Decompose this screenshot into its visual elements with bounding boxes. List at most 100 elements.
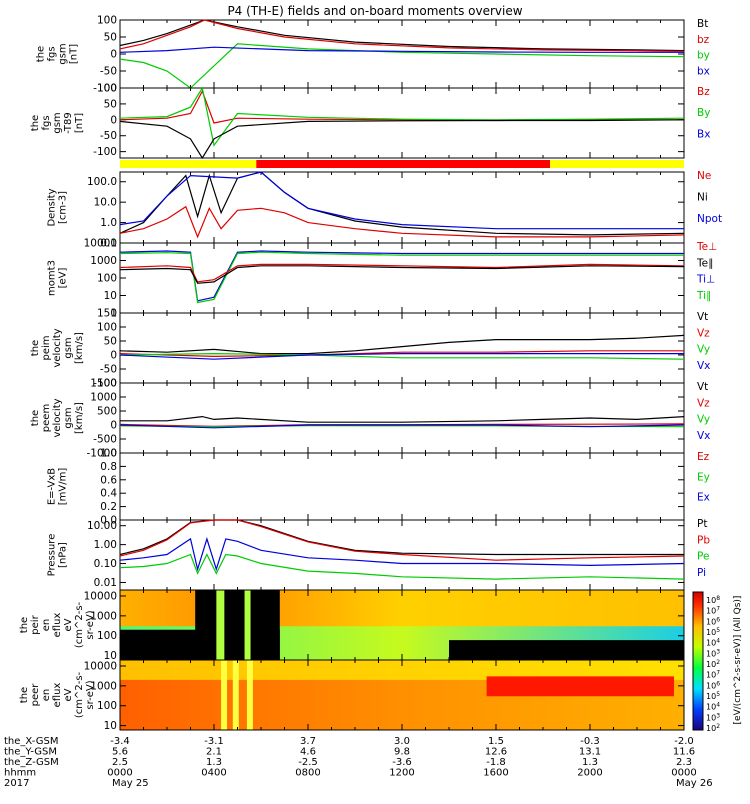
- heatmap-gap-cusp: [195, 590, 280, 660]
- status-bar: [120, 160, 684, 168]
- y-axis-label: eV: [63, 618, 74, 631]
- colorbar-tick-label: 107: [706, 606, 720, 616]
- heatmap-streak: [246, 660, 253, 730]
- y-axis-label: fgs: [47, 46, 58, 61]
- legend-entry: Pe: [697, 551, 709, 563]
- y-axis-label: [mV/m]: [58, 468, 69, 506]
- y-tick-label: 10: [104, 720, 117, 732]
- x-tick-value: 1.3: [206, 757, 222, 768]
- y-tick-label: 1500: [90, 378, 117, 390]
- y-tick-label: 0.01: [94, 577, 117, 589]
- y-tick-label: -50: [100, 66, 117, 78]
- series-line-Ni: [119, 171, 685, 236]
- series-line-Pt: [119, 519, 684, 556]
- legend-entry: Bz: [697, 86, 710, 98]
- colorbar-tick-exponent: 4: [716, 702, 720, 709]
- x-row-label: 2017: [4, 778, 29, 789]
- y-axis-label: en: [41, 619, 52, 632]
- y-axis-label: Pressure: [47, 534, 58, 577]
- x-tick-value: 0000: [107, 768, 132, 779]
- y-axis-label: fgs: [41, 115, 52, 130]
- y-tick-label: 10: [104, 650, 117, 662]
- legend-entry: Vt: [697, 311, 708, 323]
- y-tick-label: -50: [100, 364, 117, 376]
- x-tick-value: 0800: [295, 768, 320, 779]
- y-tick-label: 50: [104, 98, 117, 110]
- x-tick-value: -1.8: [486, 757, 506, 768]
- y-axis-label: [nPa]: [58, 542, 69, 568]
- y-axis-label: en: [41, 689, 52, 702]
- series-line-bx: [119, 46, 684, 53]
- x-tick-value: 5.6: [112, 747, 128, 758]
- heatmap-gap-late: [449, 640, 684, 660]
- y-axis-label: [eV]: [58, 268, 69, 289]
- legend-entry: Pi: [697, 567, 706, 579]
- y-axis-label: sr-eV): [85, 610, 96, 639]
- x-tick-value: 2.3: [676, 757, 692, 768]
- y-tick-label: 10.0: [94, 197, 117, 209]
- y-axis-label: the: [30, 340, 41, 356]
- colorbar-tick-exponent: 7: [716, 670, 720, 677]
- y-axis-label: peim: [41, 335, 52, 360]
- series-line-Vx: [119, 424, 685, 429]
- y-axis-label: gsm: [58, 43, 69, 64]
- y-tick-label: -50: [100, 130, 117, 142]
- y-axis-label: the: [19, 617, 30, 633]
- y-tick-label: 100.0: [87, 176, 117, 188]
- series-line-By: [119, 86, 685, 147]
- y-tick-label: 100: [97, 630, 117, 642]
- y-axis-label: gsm: [63, 407, 74, 428]
- colorbar-tick-label: 102: [706, 723, 720, 733]
- colorbar-tick-exponent: 2: [716, 723, 720, 730]
- colorbar-tick-label: 108: [706, 595, 720, 605]
- y-axis-label: eflux: [52, 613, 63, 638]
- heatmap-hot-band: [486, 676, 674, 697]
- y-tick-label: 10.00: [87, 520, 117, 532]
- legend-entry: Ti⊥: [696, 274, 715, 286]
- x-tick-value: -3.4: [110, 736, 130, 747]
- y-axis-label: eflux: [52, 683, 63, 708]
- series-line-by: [119, 43, 685, 89]
- panel-frame-efield: [119, 452, 685, 521]
- x-tick-value: 0000: [671, 768, 696, 779]
- legend-entry: Pb: [697, 534, 710, 546]
- legend-entry: bz: [697, 34, 710, 46]
- series-line-Vy: [119, 352, 685, 360]
- x-row-label: hhmm: [4, 768, 36, 779]
- colorbar: [692, 591, 704, 731]
- legend-entry: Ey: [697, 471, 710, 483]
- legend-entry: Npot: [697, 213, 722, 225]
- x-tick-value: -3.6: [392, 757, 412, 768]
- x-tick-value: 12.6: [485, 747, 507, 758]
- x-row-label: the_Z-GSM: [4, 757, 59, 768]
- legend-entry: Pt: [697, 518, 707, 530]
- series-line-Ne: [119, 205, 685, 239]
- y-tick-label: 10000: [84, 238, 117, 250]
- x-tick-value: 9.8: [394, 747, 410, 758]
- y-axis-label: [cm-3]: [58, 191, 69, 224]
- x-tick-value: 1200: [389, 768, 414, 779]
- y-axis-label: the: [36, 46, 47, 62]
- y-tick-label: 10: [104, 290, 117, 302]
- colorbar-tick-label: 102: [706, 659, 720, 669]
- heatmap-high-energy: [120, 660, 684, 680]
- y-tick-label: 100: [97, 273, 117, 285]
- y-tick-label: -100: [93, 83, 117, 95]
- y-tick-label: 0.0: [100, 515, 117, 527]
- series-line-bz: [119, 19, 685, 52]
- y-tick-label: 50: [104, 32, 117, 44]
- y-axis-label: the: [30, 115, 41, 131]
- y-axis-label: [nT]: [69, 44, 80, 64]
- y-axis-label: [km/s]: [74, 402, 85, 434]
- y-tick-label: -100: [93, 378, 117, 390]
- legend-entry: Vx: [697, 430, 710, 442]
- legend-entry: Ni: [697, 192, 708, 204]
- y-tick-label: -100: [93, 146, 117, 158]
- colorbar-tick-exponent: 6: [716, 616, 720, 623]
- heatmap-peer_en_eflux: [120, 660, 684, 730]
- series-line-Pe: [119, 553, 685, 580]
- colorbar-tick-exponent: 7: [716, 606, 720, 613]
- y-axis-label: velocity: [52, 328, 63, 367]
